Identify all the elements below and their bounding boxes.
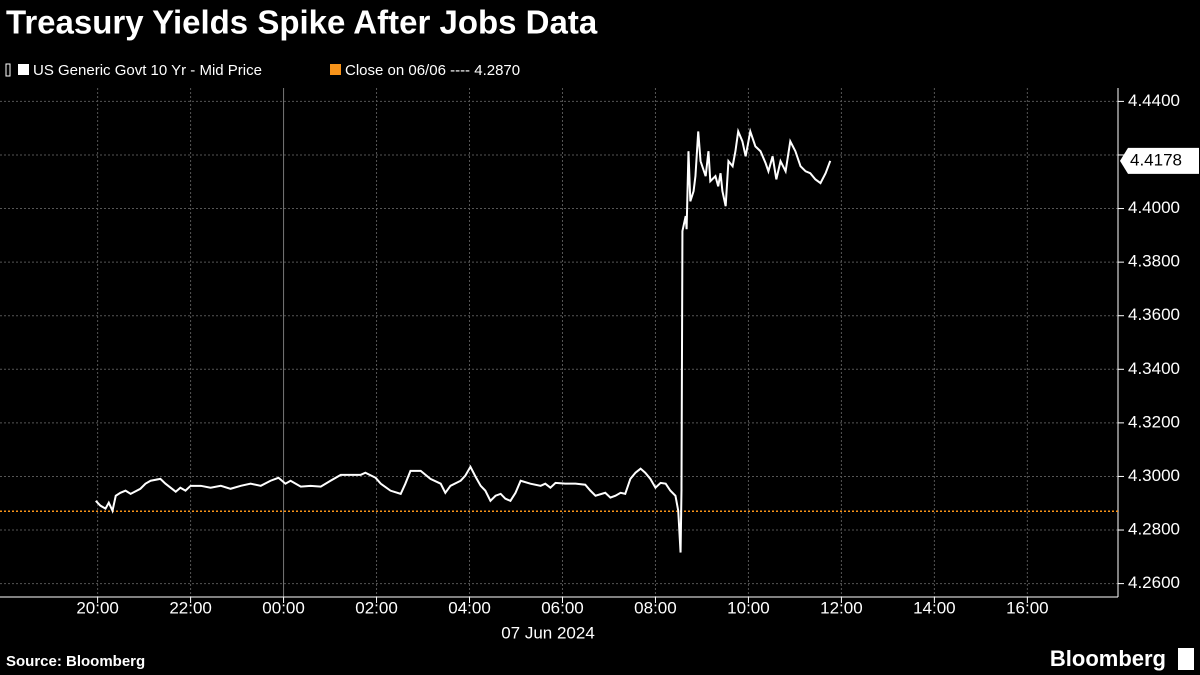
brand-icon <box>1178 648 1194 670</box>
y-tick-label: 4.3800 <box>1128 252 1180 271</box>
legend-label: Close on 06/06 ---- 4.2870 <box>345 62 520 79</box>
y-tick-label: 4.3000 <box>1128 466 1180 485</box>
y-tick-label: 4.3400 <box>1128 359 1180 378</box>
x-tick-label: 20:00 <box>76 598 119 617</box>
series-line <box>95 127 832 553</box>
y-tick-label: 4.4000 <box>1128 198 1180 217</box>
x-tick-label: 08:00 <box>634 598 677 617</box>
x-tick-label: 22:00 <box>169 598 212 617</box>
y-tick-label: 4.2800 <box>1128 520 1180 539</box>
x-tick-label: 12:00 <box>820 598 863 617</box>
legend-swatch <box>330 64 341 75</box>
x-tick-label: 00:00 <box>262 598 305 617</box>
legend-label: US Generic Govt 10 Yr - Mid Price <box>33 62 262 79</box>
x-tick-label: 16:00 <box>1006 598 1049 617</box>
y-tick-label: 4.4400 <box>1128 91 1180 110</box>
x-tick-label: 14:00 <box>913 598 956 617</box>
legend-icon <box>5 63 11 77</box>
source: Source: Bloomberg <box>6 653 145 670</box>
x-tick-label: 04:00 <box>448 598 491 617</box>
x-tick-label: 06:00 <box>541 598 584 617</box>
y-tick-label: 4.3600 <box>1128 305 1180 324</box>
x-tick-label: 10:00 <box>727 598 770 617</box>
last-value-label: 4.4178 <box>1130 150 1182 169</box>
x-axis-date: 07 Jun 2024 <box>501 623 595 642</box>
brand: Bloomberg <box>1050 646 1166 671</box>
y-tick-label: 4.3200 <box>1128 412 1180 431</box>
y-tick-label: 4.2600 <box>1128 573 1180 592</box>
chart-title: Treasury Yields Spike After Jobs Data <box>6 4 598 41</box>
legend-swatch <box>18 64 29 75</box>
x-tick-label: 02:00 <box>355 598 398 617</box>
last-value-box <box>1120 147 1199 174</box>
